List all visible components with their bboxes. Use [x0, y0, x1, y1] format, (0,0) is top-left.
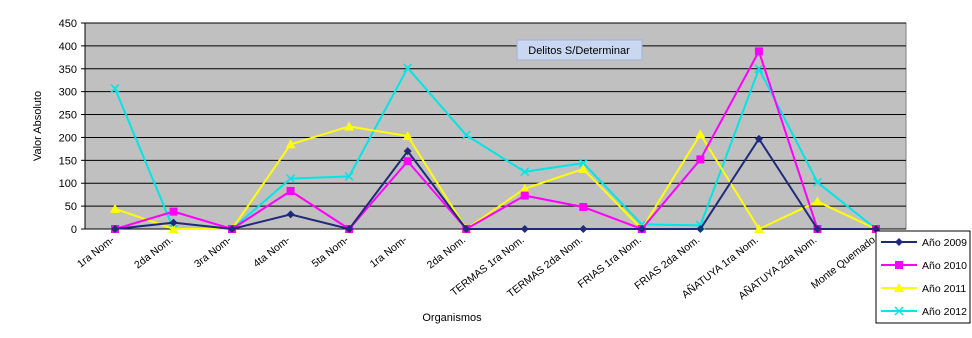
y-tick-label: 50: [65, 201, 77, 213]
data-point: [754, 134, 763, 143]
legend-item: Año 2009: [881, 237, 967, 249]
data-point: [754, 64, 764, 74]
data-point: [285, 139, 296, 149]
y-tick-label: 150: [59, 155, 77, 167]
series-line: [114, 66, 877, 230]
legend: Año 2009 Año 2010 Año 2011 Año 2012: [875, 230, 971, 324]
x-tick-label: 5ta Nom-: [310, 234, 352, 270]
legend-label: Año 2009: [922, 237, 967, 249]
data-point: [520, 191, 529, 200]
legend-item: Año 2010: [881, 260, 967, 272]
data-point: [520, 167, 530, 177]
data-point: [579, 225, 588, 233]
data-point: [110, 203, 120, 213]
data-point: [579, 203, 588, 212]
x-axis-label: Organismos: [422, 312, 482, 324]
series-año-2009: [111, 134, 880, 233]
y-axis-ticks: 0 50 100 150 200 250 300 350 400 450: [59, 18, 86, 236]
data-point: [110, 83, 120, 93]
x-tick-label: 2da Nom.: [132, 234, 175, 271]
y-tick-label: 0: [71, 224, 77, 236]
x-axis-ticks: 1ra Nom- 2da Nom. 3ra Nom- 4ta Nom- 5ta Nom-…: [75, 233, 878, 302]
legend-marker: [895, 261, 903, 269]
data-point: [637, 225, 646, 233]
data-point: [403, 63, 413, 73]
x-tick-label: 3ra Nom-: [192, 234, 234, 271]
legend-marker: [894, 283, 904, 292]
data-point: [696, 155, 705, 164]
data-point: [520, 225, 529, 233]
data-point: [812, 196, 823, 206]
chart-title-box: Delitos S/Determinar: [516, 39, 643, 61]
data-point: [403, 157, 412, 166]
data-point: [344, 171, 354, 181]
y-axis-label: Valor Absoluto: [32, 91, 44, 161]
data-point: [286, 174, 296, 184]
y-tick-label: 100: [59, 178, 77, 190]
data-point: [813, 225, 822, 233]
legend-marker: [894, 306, 904, 316]
plot-area: [84, 22, 907, 230]
series-año-2011: [110, 121, 881, 233]
data-point: [578, 158, 588, 168]
x-tick-label: 4ta Nom-: [251, 234, 293, 270]
series-line: [114, 48, 876, 231]
legend-item: Año 2011: [881, 283, 966, 295]
data-point: [462, 225, 471, 233]
data-point: [696, 225, 705, 233]
data-point: [345, 225, 354, 233]
data-point: [461, 130, 471, 140]
legend-label: Año 2011: [922, 283, 966, 295]
x-tick-label: 1ra Nom-: [368, 234, 410, 271]
data-point: [519, 183, 530, 193]
y-tick-label: 250: [59, 110, 77, 122]
y-tick-label: 350: [59, 64, 77, 76]
legend-label: Año 2010: [922, 260, 967, 272]
legend-item: Año 2012: [881, 306, 967, 318]
x-tick-label: Monte Quemado: [809, 234, 878, 292]
chart-title: Delitos S/Determinar: [528, 45, 630, 57]
y-tick-label: 200: [59, 132, 77, 144]
y-tick-label: 450: [59, 18, 77, 30]
data-point: [754, 47, 763, 56]
legend-marker: [895, 238, 903, 246]
data-point: [228, 225, 237, 233]
y-tick-label: 300: [59, 87, 77, 99]
data-point: [403, 147, 412, 156]
x-tick-label: 2da Nom.: [425, 234, 468, 271]
x-tick-label: 1ra Nom-: [75, 234, 117, 271]
data-point: [812, 177, 822, 187]
legend-label: Año 2012: [922, 306, 967, 318]
series-line: [114, 136, 876, 231]
data-point: [578, 164, 589, 174]
series-line: [114, 125, 877, 231]
data-point: [169, 207, 178, 216]
data-point: [344, 121, 355, 131]
data-point: [402, 131, 413, 141]
data-point: [111, 225, 119, 233]
data-point: [168, 224, 179, 233]
series-layer: [110, 47, 881, 234]
data-point: [286, 210, 295, 219]
data-point: [695, 129, 706, 139]
data-point: [753, 224, 764, 233]
data-point: [286, 187, 295, 196]
data-point: [169, 218, 178, 227]
y-tick-label: 400: [59, 41, 77, 53]
